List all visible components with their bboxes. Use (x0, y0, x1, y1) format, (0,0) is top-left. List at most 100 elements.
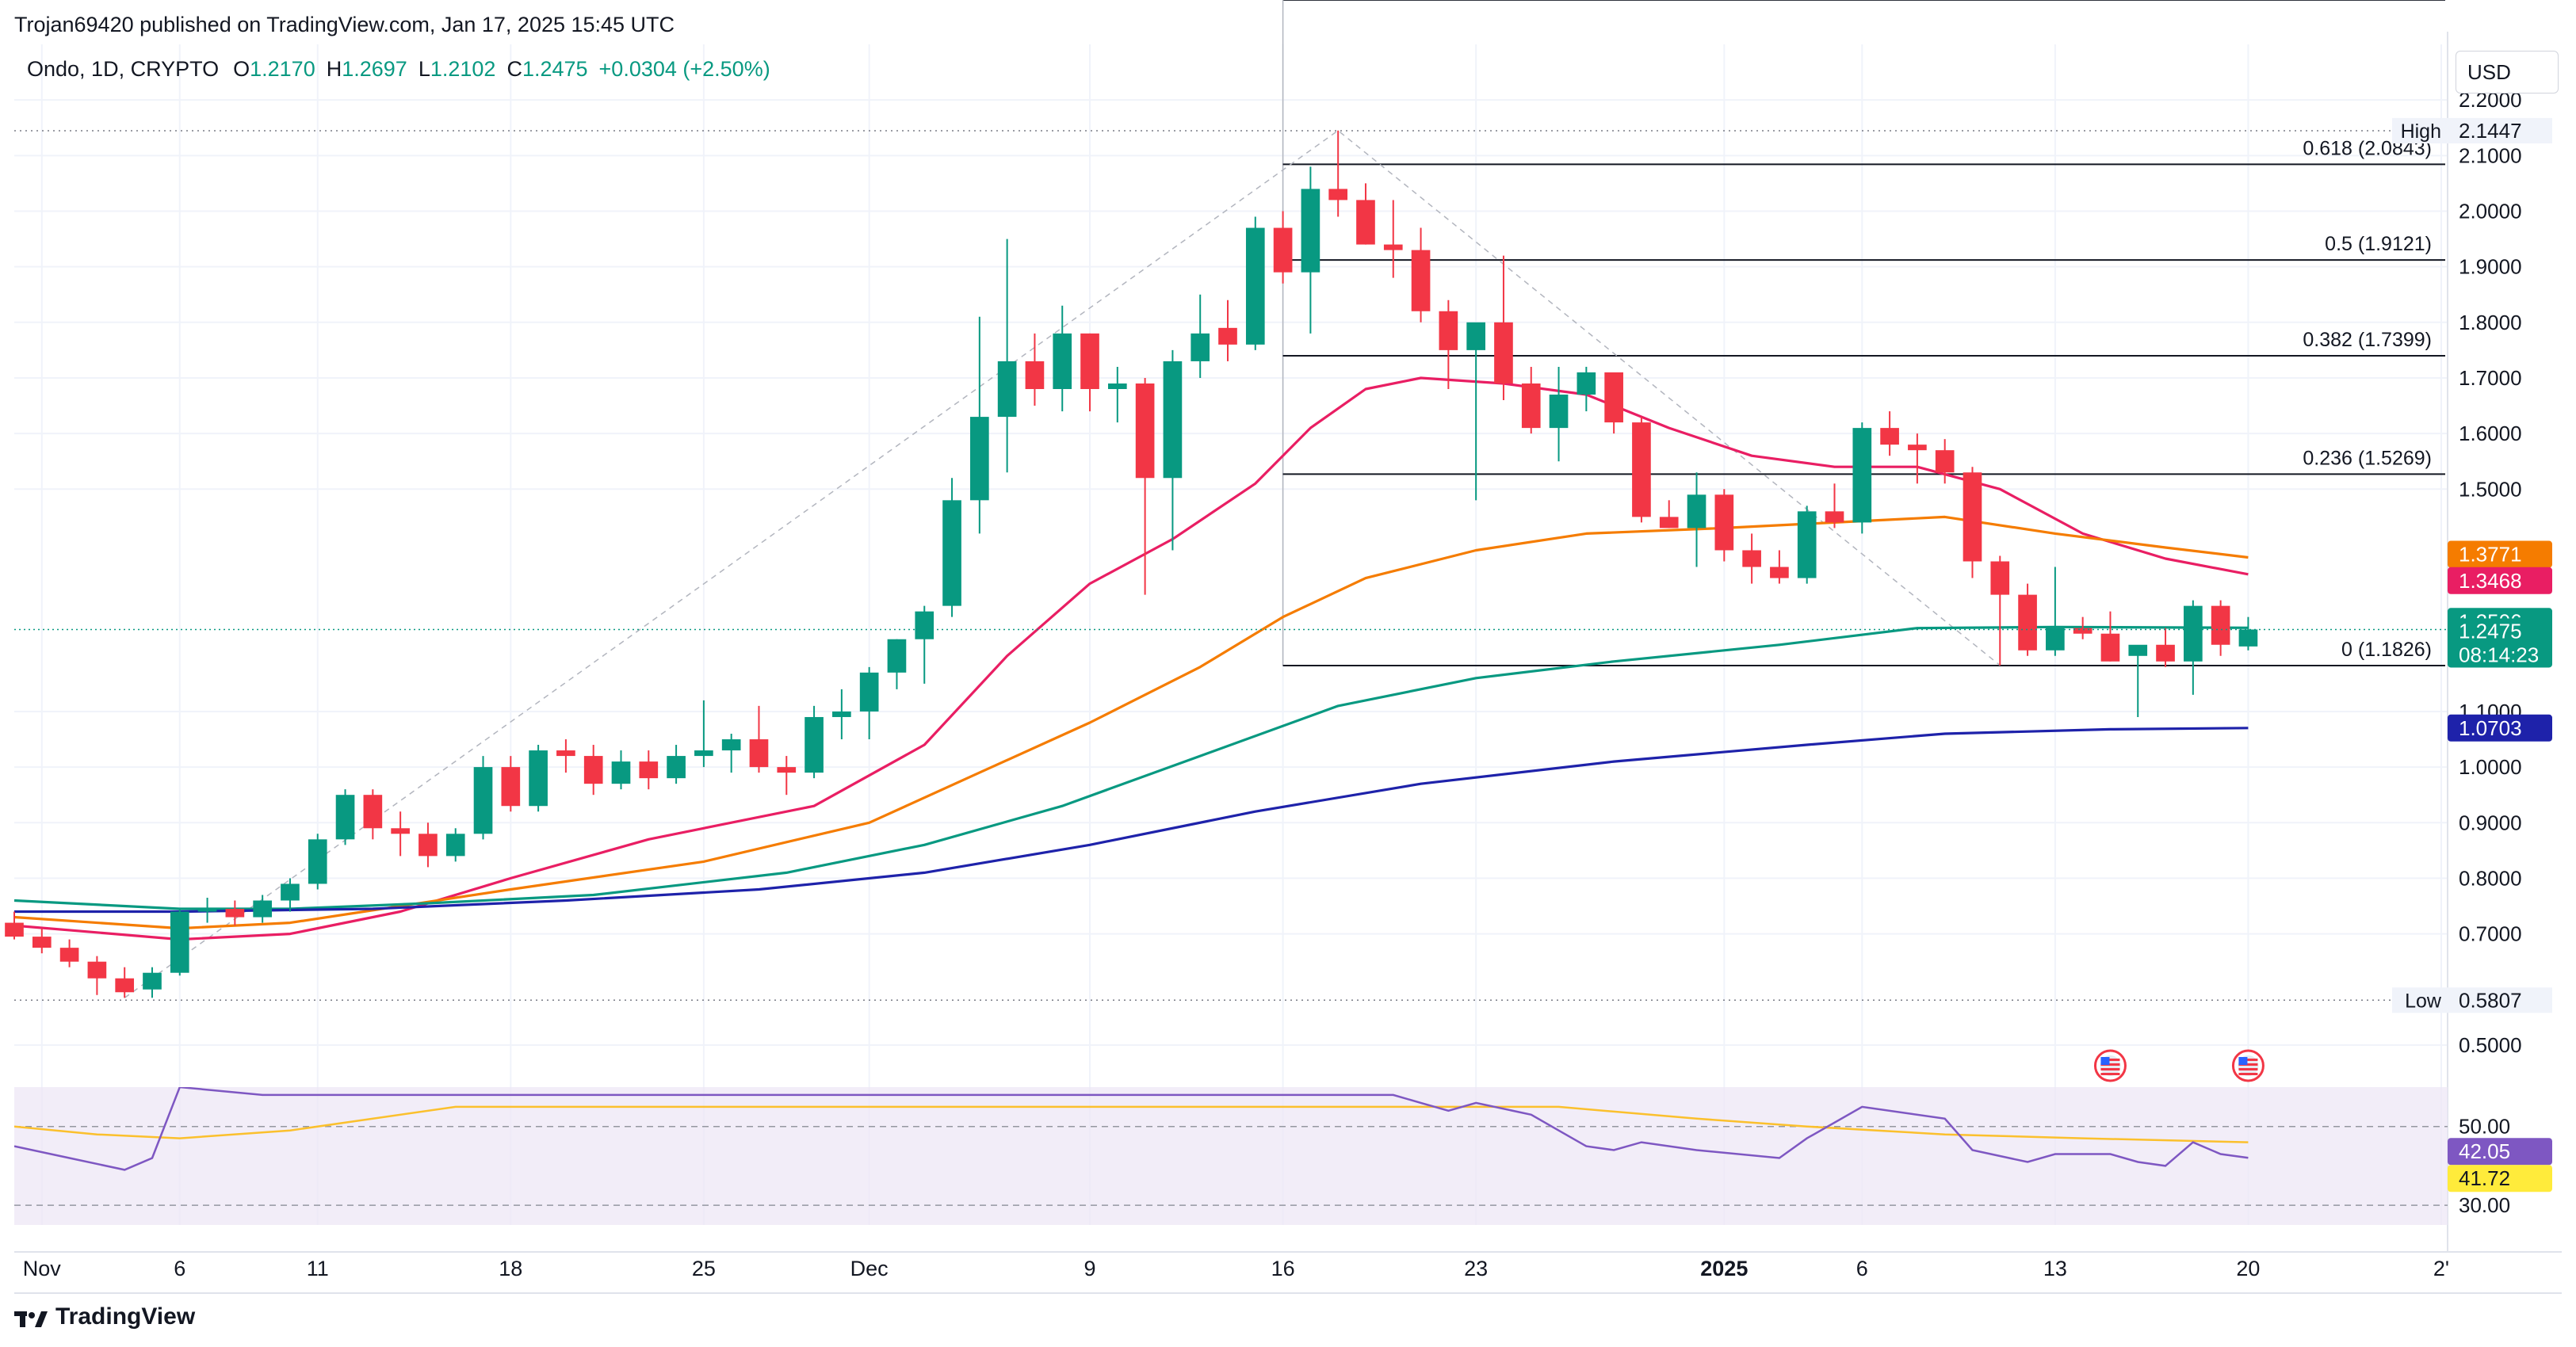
candle-body (1687, 494, 1707, 528)
price-axis[interactable]: 2.20002.10002.00001.90001.80001.70001.60… (14, 88, 2552, 1057)
us-flag-stripe (2238, 1068, 2258, 1070)
candle-body (887, 639, 907, 673)
price-tick-label: 1.0000 (2459, 755, 2522, 779)
moving-average-line (13, 515, 2249, 930)
candle-body (308, 839, 327, 884)
tradingview-icon (14, 1308, 49, 1327)
candle-body (5, 922, 24, 937)
candle-body (253, 900, 272, 918)
candle-body (170, 911, 189, 973)
brand-name: TradingView (55, 1303, 196, 1330)
candle-body (1742, 550, 1761, 567)
candle-body (556, 750, 575, 757)
high-value: 2.1447 (2459, 119, 2522, 143)
date-tick-label: 16 (1271, 1257, 1295, 1280)
candle-body (2073, 628, 2093, 634)
candle-body (1383, 244, 1403, 250)
rsi-current-badge-bg (2448, 1138, 2552, 1166)
candle-body (694, 750, 713, 757)
candle-body (197, 909, 217, 912)
price-tick-label: 0.9000 (2459, 811, 2522, 834)
date-tick-label: 13 (2043, 1257, 2067, 1280)
candle-body (1549, 395, 1569, 429)
date-tick-label: 11 (307, 1257, 329, 1280)
low-label: L (418, 57, 430, 81)
candle-body (721, 739, 741, 751)
symbol-title[interactable]: Ondo, 1D, CRYPTO (27, 57, 220, 81)
date-tick-label: 25 (692, 1257, 716, 1280)
candle-body (87, 961, 107, 979)
candle-body (777, 767, 797, 773)
fib-retracement[interactable]: 0.618 (2.0843)0.5 (1.9121)0.382 (1.7399)… (124, 0, 2445, 998)
price-tick-label: 1.8000 (2459, 311, 2522, 334)
ma-value-badge: 1.0703 (2459, 716, 2522, 740)
us-flag-canton (2238, 1057, 2248, 1065)
candle-body (1411, 250, 1431, 311)
candle-body (1770, 567, 1789, 578)
candle-body (1632, 422, 1651, 517)
candle-body (1990, 561, 2010, 595)
candle-body (2211, 605, 2230, 645)
candle-body (970, 417, 989, 501)
candle-body (225, 909, 245, 918)
price-tick-label: 1.9000 (2459, 255, 2522, 279)
candle-body (1852, 428, 1872, 523)
rsi-ma-badge-bg (2448, 1165, 2552, 1192)
rsi-ma-line (14, 1105, 2249, 1143)
us-flag-stripe (2100, 1059, 2120, 1061)
candle-body (997, 361, 1017, 418)
candle-body (1245, 227, 1265, 345)
date-tick-label: Dec (850, 1257, 889, 1280)
candle-body (2238, 629, 2258, 647)
fib-level-label: 0.236 (1.5269) (2303, 447, 2432, 469)
candle-body (1273, 227, 1293, 273)
candle-body (1328, 189, 1348, 200)
candle-body (1301, 189, 1320, 273)
high-value: 1.2697 (342, 57, 407, 81)
rsi-level-label: 30.00 (2459, 1193, 2510, 1217)
candle-body (1025, 361, 1045, 390)
us-flag-stripe (2238, 1059, 2258, 1061)
candle-body (611, 761, 631, 784)
economic-events[interactable] (2093, 1049, 2265, 1082)
candle-body (915, 611, 934, 639)
us-flag-stripe (2238, 1073, 2258, 1075)
candle-body (1163, 361, 1183, 479)
date-tick-label: 18 (499, 1257, 522, 1280)
currency-selector[interactable]: USD (2456, 51, 2559, 93)
candle-body (32, 937, 52, 948)
candle-body (281, 883, 300, 901)
time-axis[interactable]: Nov 6 11 18 25 Dec 9 16 23 2025 6 13 20 2' (23, 1257, 2449, 1280)
price-tick-label: 0.7000 (2459, 922, 2522, 946)
tradingview-logo[interactable]: TradingView (14, 1303, 195, 1330)
candle-body (1521, 383, 1541, 429)
date-tick-label: 23 (1464, 1257, 1488, 1280)
candle-body (2156, 644, 2175, 662)
moving-averages (13, 376, 2249, 941)
candle-body (1825, 511, 1844, 523)
close-label: C (506, 57, 522, 81)
low-badge-bg (2392, 987, 2552, 1013)
open-label: O (233, 57, 250, 81)
candle-body (639, 761, 659, 779)
candle-body (2128, 644, 2148, 656)
last-price-badge-bg (2448, 618, 2552, 668)
candle-body (2184, 605, 2203, 662)
rsi-ma-badge: 41.72 (2459, 1166, 2510, 1190)
open-value: 1.2170 (250, 57, 315, 81)
candle-body (501, 767, 521, 807)
candle-body (2018, 594, 2037, 651)
candle-body (1880, 428, 1899, 445)
us-flag-stripe (2100, 1063, 2120, 1066)
candle-body (749, 739, 769, 768)
rsi-background (14, 1087, 2448, 1225)
candle-body (419, 834, 438, 857)
high-label: H (326, 57, 342, 81)
low-label: Low (2405, 990, 2442, 1012)
candle-body (1494, 322, 1513, 383)
candle-body (2046, 628, 2065, 651)
candle-body (445, 834, 465, 857)
candle-body (832, 711, 851, 717)
candle-body (942, 500, 961, 606)
